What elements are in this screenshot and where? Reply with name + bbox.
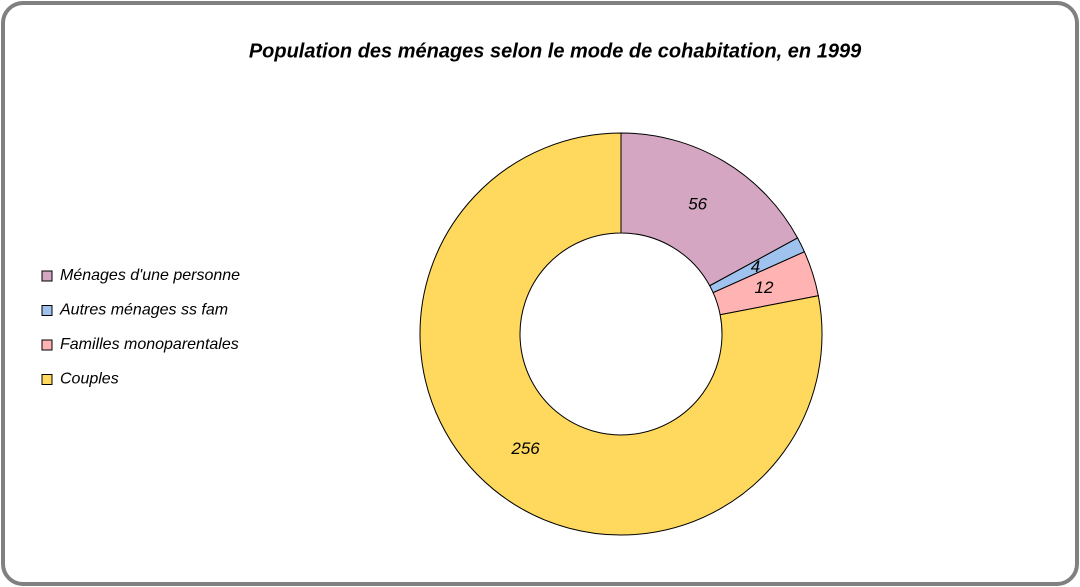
- data-label: 4: [751, 257, 760, 276]
- chart-title: Population des ménages selon le mode de …: [249, 40, 862, 62]
- donut-slice: [419, 132, 823, 536]
- data-label: 256: [510, 439, 540, 458]
- legend-label: Familles monoparentales: [60, 336, 239, 353]
- data-label: 12: [755, 278, 774, 297]
- legend-label: Ménages d'une personne: [60, 267, 240, 284]
- donut-slice: [620, 132, 799, 287]
- donut: 56 4 12 256: [419, 132, 823, 536]
- legend-swatch: [41, 374, 53, 385]
- legend-swatch: [41, 270, 53, 282]
- legend-label: Couples: [60, 371, 119, 388]
- legend-swatch: [41, 339, 53, 351]
- legend-label: Autres ménages ss fam: [59, 302, 228, 319]
- legend-swatch: [41, 305, 53, 316]
- legend: Ménages d'une personne Autres ménages ss …: [41, 267, 240, 388]
- data-label: 56: [688, 195, 707, 214]
